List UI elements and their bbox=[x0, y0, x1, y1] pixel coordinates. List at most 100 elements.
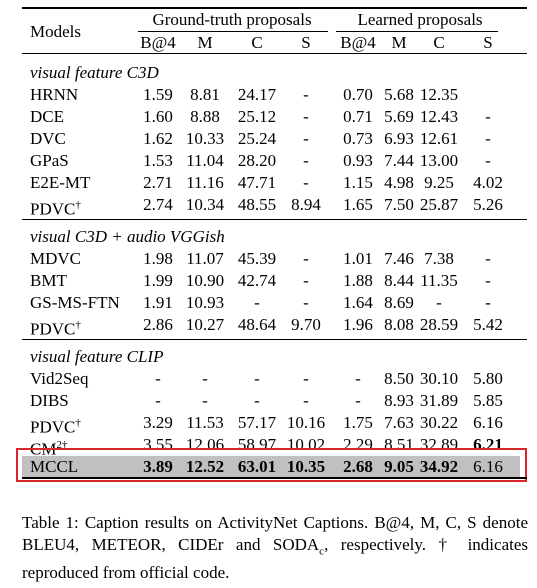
cell: 5.80 bbox=[473, 369, 503, 388]
cell: 7.50 bbox=[384, 195, 414, 214]
model-sup: † bbox=[75, 199, 81, 211]
cell: 8.94 bbox=[291, 195, 321, 214]
rule bbox=[22, 339, 527, 340]
cell: 1.65 bbox=[343, 195, 373, 214]
cell: 1.64 bbox=[343, 293, 373, 312]
cell: 4.98 bbox=[384, 173, 414, 192]
cell: 11.35 bbox=[420, 271, 458, 290]
cell: - bbox=[303, 293, 309, 312]
rule bbox=[138, 31, 328, 32]
cell: 5.85 bbox=[473, 391, 503, 410]
model-name: MCCL bbox=[30, 457, 79, 476]
cell: 7.63 bbox=[384, 413, 414, 432]
cell: 25.12 bbox=[237, 107, 277, 126]
metric-header: B@4 bbox=[140, 33, 176, 52]
cell: - bbox=[303, 151, 309, 170]
cell: 5.26 bbox=[473, 195, 503, 214]
cell: 42.74 bbox=[237, 271, 277, 290]
model-name: DVC bbox=[30, 129, 66, 148]
model-name: HRNN bbox=[30, 85, 79, 104]
cell: 13.00 bbox=[419, 151, 459, 170]
metric-header: S bbox=[301, 33, 311, 52]
cell: 12.35 bbox=[419, 85, 459, 104]
cell: 0.71 bbox=[343, 107, 373, 126]
rule bbox=[22, 53, 527, 54]
cell: 1.91 bbox=[143, 293, 173, 312]
cell: 10.90 bbox=[185, 271, 225, 290]
cell: 8.81 bbox=[190, 85, 220, 104]
cell: 2.71 bbox=[143, 173, 173, 192]
cell: 2.68 bbox=[343, 457, 373, 476]
cell: 7.46 bbox=[384, 249, 414, 268]
cell: 11.07 bbox=[186, 249, 224, 268]
cell: 28.59 bbox=[419, 315, 459, 334]
cell: 11.16 bbox=[186, 173, 224, 192]
cell: - bbox=[254, 293, 260, 312]
cell: 0.93 bbox=[343, 151, 373, 170]
cell: 6.16 bbox=[473, 457, 503, 476]
cell: 28.20 bbox=[237, 151, 277, 170]
model-name: GPaS bbox=[30, 151, 69, 170]
caption: Table 1: Caption results on ActivityNet … bbox=[22, 512, 528, 584]
cell: 1.75 bbox=[343, 413, 373, 432]
model-name: PDVC† bbox=[30, 417, 81, 437]
model-name: Vid2Seq bbox=[30, 369, 89, 388]
metric-header: B@4 bbox=[340, 33, 376, 52]
cell: 10.93 bbox=[185, 293, 225, 312]
cell: 1.53 bbox=[143, 151, 173, 170]
cell: 8.88 bbox=[190, 107, 220, 126]
cell: - bbox=[355, 391, 361, 410]
caption-text: Table 1: Caption results on ActivityNet … bbox=[22, 513, 528, 554]
cell: - bbox=[485, 107, 491, 126]
cell: 2.86 bbox=[143, 315, 173, 334]
group-header: Learned proposals bbox=[357, 10, 483, 29]
cell: 7.38 bbox=[424, 249, 454, 268]
models-header: Models bbox=[30, 22, 81, 41]
cell: 1.98 bbox=[143, 249, 173, 268]
cell: 47.71 bbox=[237, 173, 277, 192]
metric-header: M bbox=[197, 33, 213, 52]
metric-header: M bbox=[391, 33, 407, 52]
cell: - bbox=[303, 173, 309, 192]
metric-header: C bbox=[251, 33, 263, 52]
rule bbox=[336, 31, 498, 32]
model-name: PDVC† bbox=[30, 199, 81, 219]
cell: - bbox=[485, 129, 491, 148]
cell: - bbox=[355, 369, 361, 388]
cell: - bbox=[485, 293, 491, 312]
cell: 10.27 bbox=[185, 315, 225, 334]
cell: 63.01 bbox=[237, 457, 277, 476]
model-name: GS-MS-FTN bbox=[30, 293, 120, 312]
cell: - bbox=[303, 85, 309, 104]
cell: 1.60 bbox=[143, 107, 173, 126]
model-name: E2E-MT bbox=[30, 173, 91, 192]
cell: 5.69 bbox=[384, 107, 414, 126]
caption-sub: c bbox=[319, 545, 325, 558]
cell: - bbox=[485, 249, 491, 268]
cell: 11.04 bbox=[186, 151, 224, 170]
cell: 1.88 bbox=[343, 271, 373, 290]
cell: - bbox=[436, 293, 442, 312]
model-sup: † bbox=[75, 417, 81, 429]
cell: 1.15 bbox=[343, 173, 373, 192]
rule bbox=[22, 219, 527, 220]
cell: - bbox=[254, 391, 260, 410]
model-sup: † bbox=[75, 319, 81, 331]
cell: - bbox=[303, 249, 309, 268]
cell: 45.39 bbox=[237, 249, 277, 268]
cell: 7.44 bbox=[384, 151, 414, 170]
cell: 57.17 bbox=[237, 413, 277, 432]
section-title: visual feature C3D bbox=[30, 63, 159, 82]
cell: - bbox=[303, 107, 309, 126]
model-name: PDVC† bbox=[30, 319, 81, 339]
cell: 6.93 bbox=[384, 129, 414, 148]
cell: - bbox=[202, 391, 208, 410]
cell: 12.52 bbox=[185, 457, 225, 476]
cell: 11.53 bbox=[186, 413, 224, 432]
cell: 8.44 bbox=[384, 271, 414, 290]
cell: 2.74 bbox=[143, 195, 173, 214]
model-name: MDVC bbox=[30, 249, 82, 268]
cell: 9.25 bbox=[424, 173, 454, 192]
cell: - bbox=[202, 369, 208, 388]
